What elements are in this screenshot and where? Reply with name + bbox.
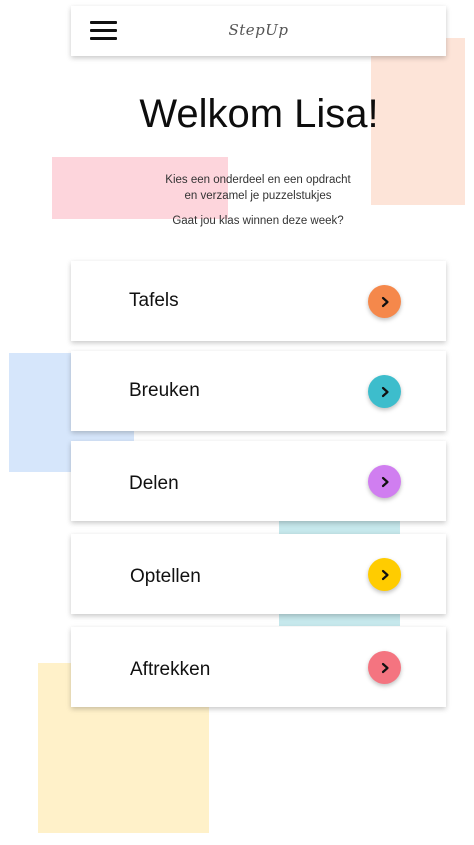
app-title: StepUp xyxy=(228,21,289,39)
category-card-delen[interactable]: Delen xyxy=(71,441,446,521)
chevron-right-icon[interactable] xyxy=(368,465,401,498)
category-card-aftrekken[interactable]: Aftrekken xyxy=(71,627,446,707)
decor-peach-block xyxy=(371,38,465,205)
hamburger-menu-icon[interactable] xyxy=(90,20,118,42)
class-challenge-text: Gaat jou klas winnen deze week? xyxy=(172,215,344,227)
category-label: Optellen xyxy=(130,566,201,587)
category-label: Tafels xyxy=(129,290,179,311)
category-label: Aftrekken xyxy=(130,659,211,680)
chevron-right-icon[interactable] xyxy=(368,375,401,408)
chevron-right-icon[interactable] xyxy=(368,558,401,591)
category-label: Delen xyxy=(129,473,179,494)
chevron-right-icon[interactable] xyxy=(368,651,401,684)
chevron-right-icon[interactable] xyxy=(368,285,401,318)
welcome-heading: Welkom Lisa! xyxy=(139,92,379,136)
category-card-breuken[interactable]: Breuken xyxy=(71,351,446,431)
category-label: Breuken xyxy=(129,380,200,401)
instruction-line-2: en verzamel je puzzelstukjes xyxy=(184,190,332,202)
instruction-line-1: Kies een onderdeel en een opdracht xyxy=(165,174,351,186)
top-app-bar: StepUp xyxy=(71,6,446,56)
category-card-tafels[interactable]: Tafels xyxy=(71,261,446,341)
decor-pink-block xyxy=(52,157,228,219)
category-card-optellen[interactable]: Optellen xyxy=(71,534,446,614)
